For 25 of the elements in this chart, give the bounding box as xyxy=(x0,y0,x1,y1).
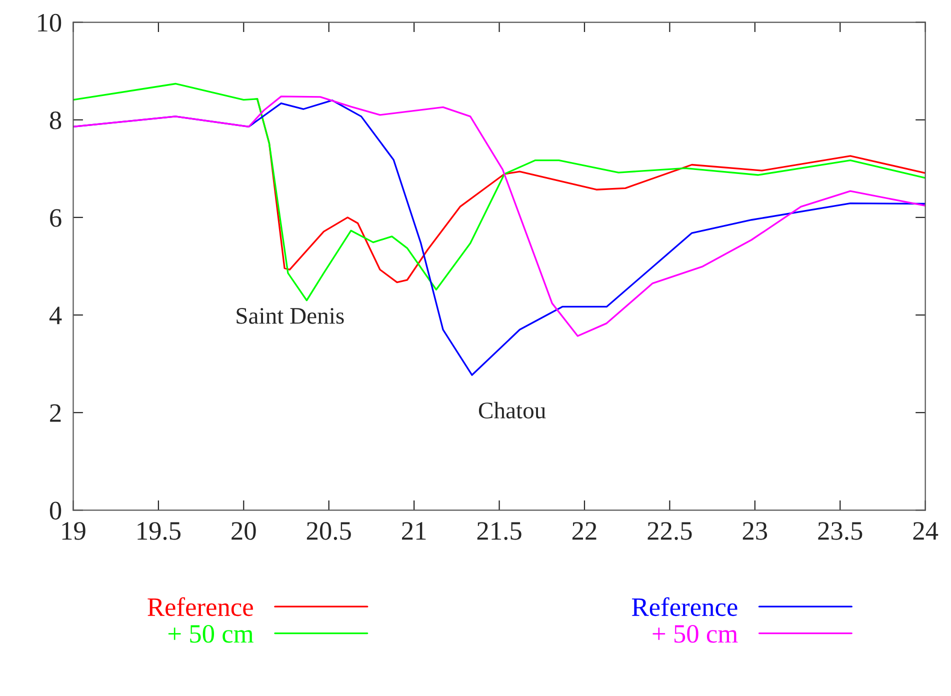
legend-label: Reference xyxy=(632,597,738,616)
y-tick-label: 0 xyxy=(50,502,62,520)
legend-label: + 50 cm xyxy=(168,625,254,643)
x-tick-label: 19 xyxy=(62,522,86,540)
x-tick-label: 20 xyxy=(232,522,256,540)
x-tick-label: 21.5 xyxy=(477,522,522,540)
line-series xyxy=(73,82,926,302)
x-tick-label: 19.5 xyxy=(138,522,180,540)
y-tick-label: 4 xyxy=(49,306,62,324)
x-tick-label: 20.5 xyxy=(306,522,351,540)
x-tick-label: 23.5 xyxy=(818,522,862,540)
line-series xyxy=(73,96,926,337)
y-tick-label: 8 xyxy=(50,111,62,130)
legend-label: + 50 cm xyxy=(652,625,738,643)
x-tick-label: 23 xyxy=(742,522,768,540)
x-tick-label: 21 xyxy=(402,522,426,540)
y-tick-label: 10 xyxy=(38,14,62,32)
annotation: Chatou xyxy=(478,402,546,418)
x-tick-label: 22.5 xyxy=(648,522,692,540)
annotation: Saint Denis xyxy=(236,308,344,324)
y-tick-label: 2 xyxy=(50,404,61,422)
x-tick-label: 24 xyxy=(913,522,938,540)
y-tick-label: 6 xyxy=(50,209,62,227)
legend-label: Reference xyxy=(148,597,253,616)
x-tick-label: 22 xyxy=(572,522,596,540)
